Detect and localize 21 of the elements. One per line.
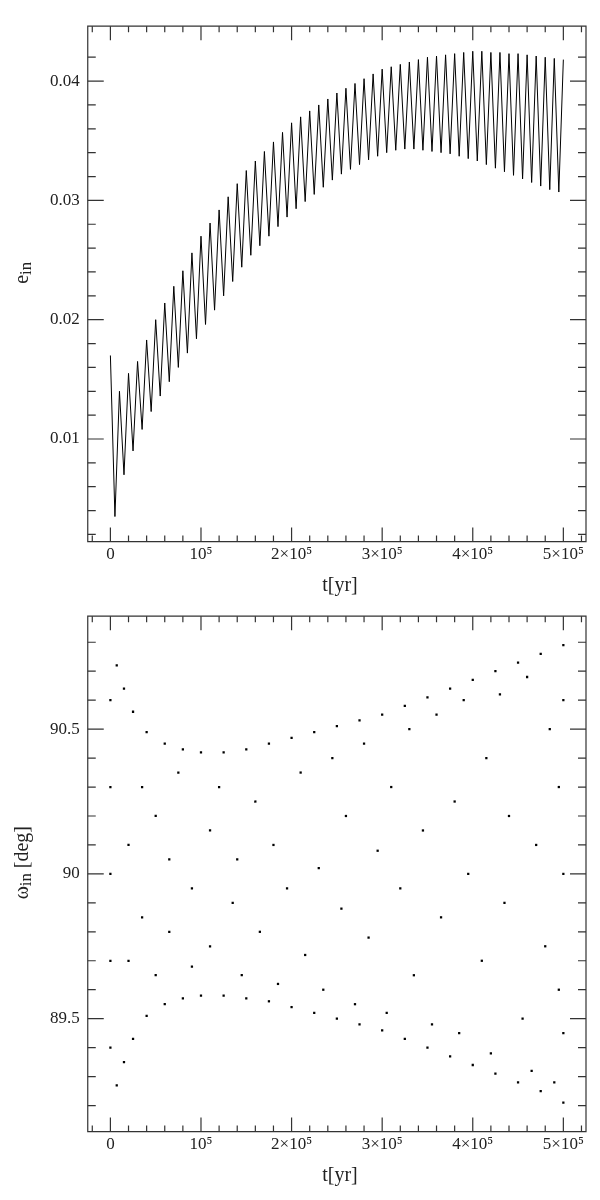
x-tick-label: 3×10⁵: [361, 544, 403, 564]
x-tick-label: 5×10⁵: [542, 544, 584, 564]
y-tick-label: 0.02: [50, 309, 80, 329]
x-tick-label: 2×10⁵: [271, 1134, 313, 1154]
x-tick-label: 5×10⁵: [542, 1134, 584, 1154]
y-tick-label: 0.04: [50, 70, 81, 90]
y-tick-label: 0.03: [50, 189, 80, 209]
x-axis-title: t[yr]: [321, 573, 359, 596]
y-tick-label: 90: [62, 863, 80, 883]
x-tick-label: 10⁵: [189, 1134, 213, 1154]
x-tick-label: 4×10⁵: [452, 1134, 494, 1154]
x-axis-title: t[yr]: [321, 1163, 359, 1186]
y-tick-label: 0.01: [50, 428, 80, 448]
x-tick-label: 4×10⁵: [452, 544, 494, 564]
x-tick-label: 2×10⁵: [271, 544, 313, 564]
y-tick-label: 90.5: [50, 718, 80, 738]
x-tick-label: 0: [106, 544, 115, 564]
x-tick-label: 3×10⁵: [361, 1134, 403, 1154]
x-tick-label: 0: [106, 1134, 115, 1154]
y-tick-label: 89.5: [50, 1008, 80, 1028]
x-tick-label: 10⁵: [189, 544, 213, 564]
